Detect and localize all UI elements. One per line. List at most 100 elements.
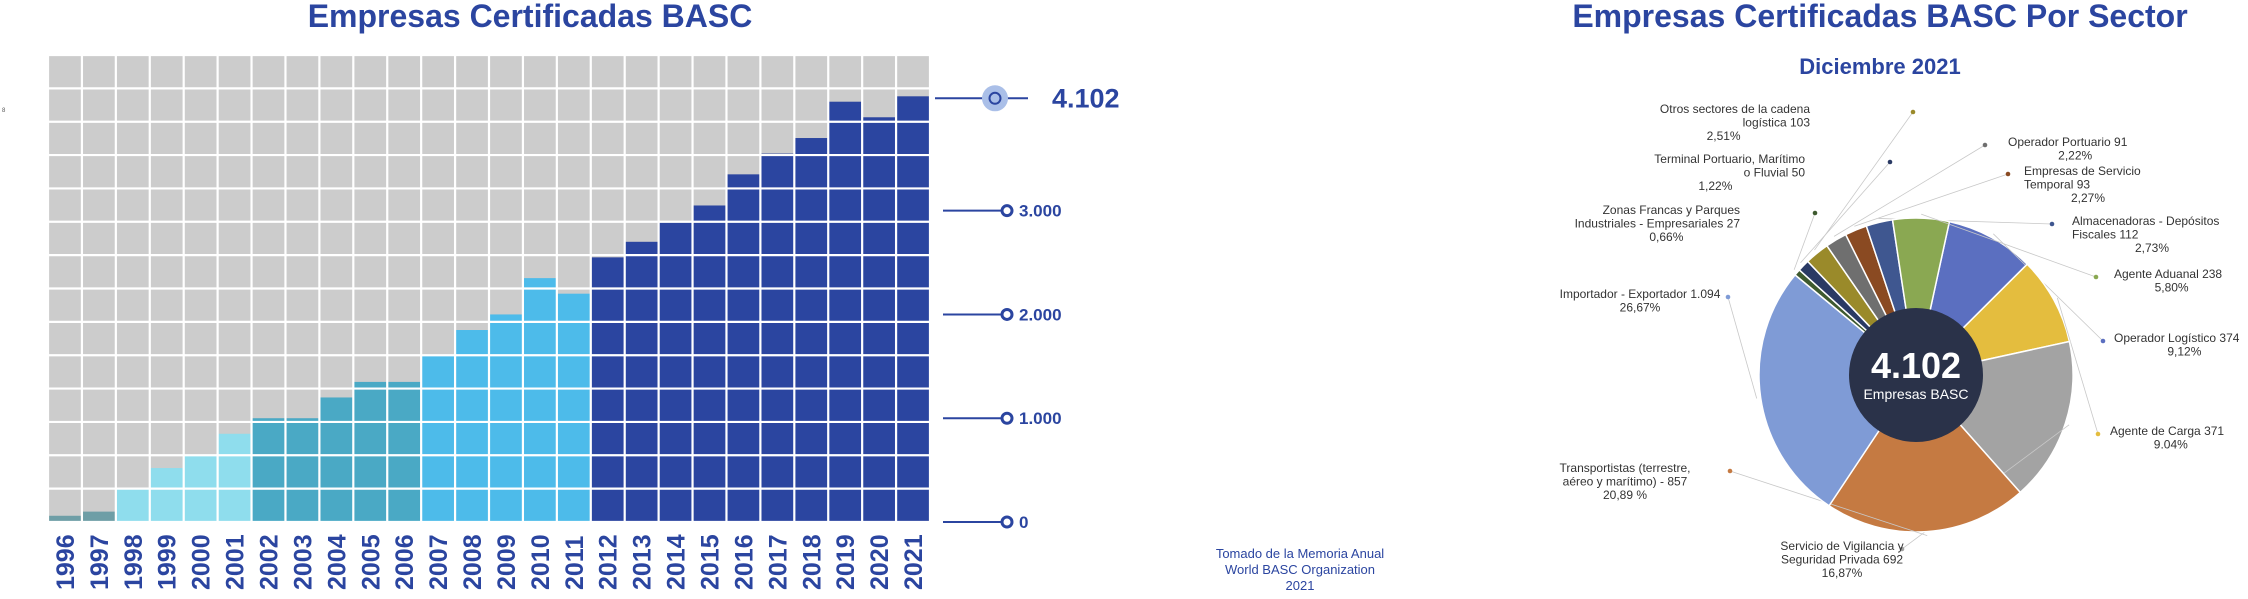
slice-label-line: 5,80% [2155, 281, 2189, 295]
slice-label-line: Agente de Carga 371 [2110, 424, 2224, 438]
x-tick-label: 1999 [154, 534, 182, 590]
x-tick-label: 2021 [900, 534, 928, 590]
slice-label-line: 9.04% [2154, 438, 2188, 452]
bar [319, 397, 354, 522]
reference-marker [1000, 411, 1014, 425]
bar [862, 117, 897, 523]
reference-marker [1000, 204, 1014, 218]
x-tick-label: 2009 [493, 534, 521, 590]
leader-line [1814, 111, 1914, 251]
slice-label-line: Operador Logístico 374 [2114, 331, 2240, 345]
x-tick-label: 2013 [629, 534, 657, 590]
pie-chart: Operador Logístico 374 9,12% Agente de Car… [1560, 102, 2240, 580]
x-tick-label: 2014 [663, 534, 691, 590]
leader-line [1921, 213, 2097, 278]
label-dot [2095, 431, 2101, 437]
x-tick-label: 2016 [730, 534, 758, 590]
reference-label: 3.000 [1019, 202, 1062, 221]
slice-label-line: 2,27% [2071, 191, 2105, 205]
reference-marker [1000, 515, 1014, 529]
label-dot [1887, 159, 1893, 165]
x-tick-label: 2020 [866, 534, 894, 590]
bar [251, 418, 286, 522]
slice-label: Agente de Carga 371 9.04% [2110, 424, 2224, 452]
x-tick-label: 1996 [52, 534, 80, 590]
x-tick-label: 2005 [357, 534, 385, 590]
leader-line [1727, 296, 1758, 399]
slice-label-line: Empresas de Servicio [2024, 164, 2141, 178]
x-tick-label: 2018 [798, 534, 826, 590]
pie-center-value: 4.102 [1871, 345, 1961, 386]
x-tick-label: 2008 [459, 534, 487, 590]
label-dot [1725, 294, 1731, 300]
slice-label-line: 2,51% [1707, 129, 1741, 143]
bar [285, 418, 320, 522]
bar-chart-title: Empresas Certificadas BASC [307, 0, 753, 34]
slice-label: Almacenadoras - Depósitos Fiscales 112 2,7… [2072, 214, 2219, 255]
x-tick-label: 2007 [425, 534, 453, 590]
x-tick-label: 2001 [222, 534, 250, 590]
slice-label-line: Zonas Francas y Parques [1603, 203, 1740, 217]
slice-label-line: Industriales - Empresariales 27 [1575, 217, 1741, 231]
slice-label-line: Importador - Exportador 1.094 [1560, 287, 1721, 301]
bar [353, 381, 388, 522]
leader-line [2056, 297, 2099, 435]
slice-label: Empresas de Servicio Temporal 93 2,27% [2024, 164, 2141, 205]
label-dot [2049, 221, 2055, 227]
stray-mark: 8 [2, 108, 6, 114]
label-dot [1910, 109, 1916, 115]
slice-label-line: Almacenadoras - Depósitos [2072, 214, 2219, 228]
slice-label-line: 20,89 % [1603, 488, 1647, 502]
label-dot [2005, 171, 2011, 177]
bar [556, 293, 591, 522]
slice-label-line: 9,12% [2167, 345, 2201, 359]
bar [387, 381, 422, 522]
grid-lines [46, 53, 932, 524]
slice-label-line: Terminal Portuario, Marítimo [1654, 152, 1805, 166]
pie-center [1849, 308, 1983, 442]
leader-line [1993, 233, 2104, 342]
slice-label-line: Fiscales 112 [2072, 228, 2139, 242]
label-dot [1727, 468, 1733, 474]
bar [726, 174, 761, 522]
slice-label-line: Operador Portuario 91 [2008, 135, 2128, 149]
slice-label-line: 2,22% [2058, 149, 2092, 163]
x-tick-label: 2010 [527, 534, 555, 590]
slice-label-line: Temporal 93 [2024, 178, 2090, 192]
x-tick-label: 2004 [323, 534, 351, 590]
slice-label: Importador - Exportador 1.094 26,67% [1560, 287, 1721, 315]
slice-label: Terminal Portuario, Marítimo o Fluvial 50… [1654, 152, 1805, 193]
x-tick-label: 2000 [188, 534, 216, 590]
reference-label: 1.000 [1019, 409, 1062, 428]
label-dot [2100, 338, 2106, 344]
bar [794, 138, 829, 522]
reference-marker-halo [982, 85, 1008, 112]
slice-label: Servicio de Vigilancia y Seguridad Privad… [1780, 539, 1903, 580]
slice-label-line: 1,22% [1698, 179, 1732, 193]
bar [658, 221, 693, 523]
slice-label: Agente Aduanal 238 5,80% [2114, 267, 2222, 295]
pie-chart-title: Empresas Certificadas BASC Por Sector [1572, 0, 2188, 34]
x-tick-label: 2017 [764, 534, 792, 590]
slice-label: Operador Portuario 91 2,22% [2008, 135, 2128, 163]
leader-line [1800, 161, 1891, 264]
leader-line [1793, 212, 1816, 270]
bar [522, 278, 557, 522]
bar [692, 205, 727, 522]
slice-label-line: logística 103 [1743, 116, 1811, 130]
x-tick-label: 2015 [697, 534, 725, 590]
source-line: 2021 [1285, 578, 1315, 593]
slice-label-line: 2,73% [2135, 241, 2169, 255]
slice-label-line: Seguridad Privada 692 [1781, 553, 1903, 567]
bar [81, 511, 116, 522]
slice-label: Otros sectores de la cadena logística 103… [1660, 102, 1810, 143]
slice-label: Operador Logístico 374 9,12% [2114, 331, 2240, 359]
x-tick-label: 1997 [86, 534, 114, 590]
slice-label-line: Servicio de Vigilancia y [1780, 539, 1903, 553]
label-dot [1982, 142, 1988, 148]
slice-label-line: 0,66% [1649, 230, 1683, 244]
x-tick-label: 2011 [561, 536, 589, 590]
source-line: World BASC Organization [1224, 562, 1376, 577]
slice-label-line: 16,87% [1822, 566, 1863, 580]
label-dot [1812, 210, 1818, 216]
